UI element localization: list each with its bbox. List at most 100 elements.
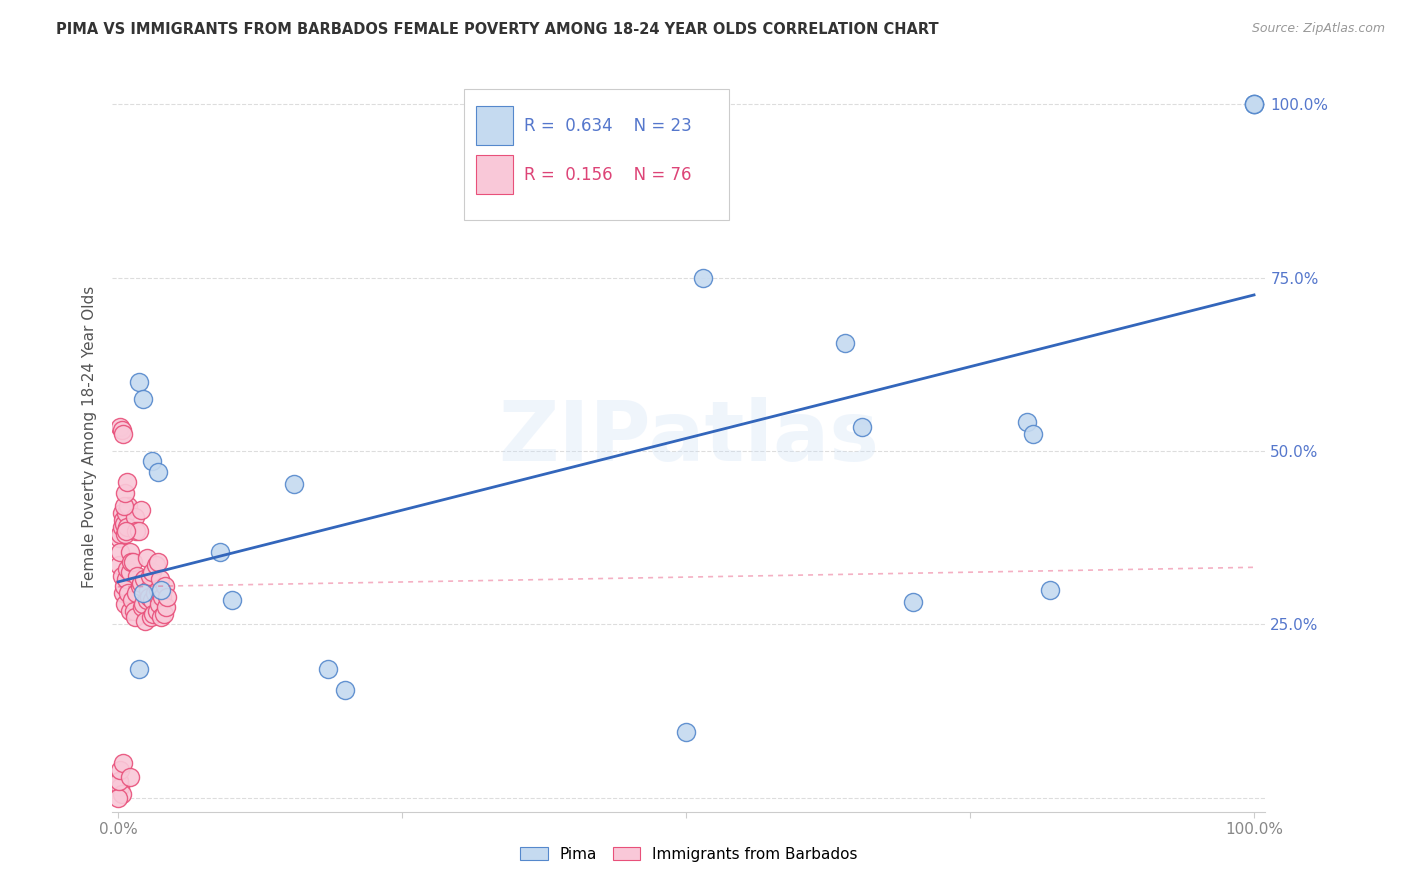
Point bbox=[692, 270, 714, 285]
Point bbox=[138, 590, 160, 604]
Point bbox=[118, 770, 141, 784]
Text: R =  0.156    N = 76: R = 0.156 N = 76 bbox=[524, 166, 692, 184]
Point bbox=[146, 555, 169, 569]
Text: Source: ZipAtlas.com: Source: ZipAtlas.com bbox=[1251, 22, 1385, 36]
Point bbox=[132, 392, 155, 406]
Point bbox=[117, 562, 139, 576]
Point bbox=[110, 569, 132, 583]
Point bbox=[1039, 582, 1062, 597]
Point bbox=[118, 566, 141, 580]
Point bbox=[129, 503, 152, 517]
Point bbox=[146, 582, 169, 597]
Point bbox=[114, 597, 136, 611]
Point bbox=[114, 527, 136, 541]
Point bbox=[122, 555, 145, 569]
Point bbox=[141, 454, 163, 468]
Point bbox=[117, 475, 139, 490]
Point bbox=[152, 607, 174, 621]
FancyBboxPatch shape bbox=[464, 88, 730, 219]
Point bbox=[1015, 415, 1038, 429]
Point bbox=[675, 725, 697, 739]
Point bbox=[152, 590, 174, 604]
Point bbox=[128, 375, 150, 389]
Point bbox=[107, 790, 129, 805]
Point bbox=[110, 788, 132, 802]
Point bbox=[110, 780, 132, 795]
Point bbox=[110, 423, 132, 437]
Point bbox=[110, 520, 132, 534]
Point bbox=[124, 610, 146, 624]
Point bbox=[128, 663, 150, 677]
Point bbox=[903, 595, 925, 609]
Point bbox=[108, 773, 131, 788]
Point bbox=[139, 569, 162, 583]
Point bbox=[146, 465, 169, 479]
Point bbox=[111, 426, 134, 441]
Point bbox=[108, 558, 131, 573]
Point bbox=[834, 336, 856, 351]
Point bbox=[111, 513, 134, 527]
Point bbox=[134, 614, 156, 628]
Point bbox=[112, 579, 135, 593]
Point bbox=[1021, 426, 1043, 441]
Point bbox=[115, 524, 138, 538]
Point bbox=[110, 763, 132, 777]
Point bbox=[148, 597, 170, 611]
Point bbox=[209, 544, 232, 558]
Point bbox=[115, 507, 138, 521]
Point bbox=[132, 586, 155, 600]
Point bbox=[135, 551, 157, 566]
Point bbox=[146, 603, 169, 617]
Point bbox=[117, 500, 139, 514]
Point bbox=[108, 773, 131, 788]
Point bbox=[110, 419, 132, 434]
Point bbox=[115, 572, 138, 586]
Point bbox=[120, 555, 142, 569]
FancyBboxPatch shape bbox=[475, 106, 513, 145]
Point bbox=[156, 590, 179, 604]
Point bbox=[118, 603, 141, 617]
Point bbox=[1243, 97, 1265, 112]
Point bbox=[110, 527, 132, 541]
Point bbox=[145, 558, 167, 573]
Point bbox=[150, 610, 173, 624]
Point bbox=[1243, 97, 1265, 112]
Point bbox=[124, 509, 146, 524]
Point bbox=[125, 586, 148, 600]
Point bbox=[125, 524, 148, 538]
Point bbox=[150, 582, 173, 597]
Legend: Pima, Immigrants from Barbados: Pima, Immigrants from Barbados bbox=[515, 840, 863, 868]
Point bbox=[153, 579, 176, 593]
Point bbox=[121, 593, 143, 607]
Point bbox=[110, 507, 132, 521]
Point bbox=[135, 593, 157, 607]
Point bbox=[111, 586, 134, 600]
Point bbox=[117, 520, 139, 534]
Point bbox=[283, 477, 305, 491]
FancyBboxPatch shape bbox=[475, 154, 513, 194]
Text: ZIPatlas: ZIPatlas bbox=[499, 397, 879, 477]
Point bbox=[141, 593, 163, 607]
Point bbox=[127, 569, 149, 583]
Point bbox=[316, 663, 339, 677]
Point bbox=[108, 531, 131, 545]
Point bbox=[149, 572, 172, 586]
Point bbox=[128, 579, 150, 593]
Point bbox=[112, 516, 135, 531]
Point bbox=[136, 582, 159, 597]
Point bbox=[1243, 97, 1265, 112]
Point bbox=[132, 597, 155, 611]
Point bbox=[111, 756, 134, 771]
Point bbox=[142, 607, 165, 621]
Point bbox=[155, 600, 177, 615]
Point bbox=[114, 485, 136, 500]
Text: R =  0.634    N = 23: R = 0.634 N = 23 bbox=[524, 117, 692, 135]
Text: PIMA VS IMMIGRANTS FROM BARBADOS FEMALE POVERTY AMONG 18-24 YEAR OLDS CORRELATIO: PIMA VS IMMIGRANTS FROM BARBADOS FEMALE … bbox=[56, 22, 939, 37]
Point bbox=[117, 586, 139, 600]
Point bbox=[221, 593, 243, 607]
Point bbox=[851, 419, 873, 434]
Point bbox=[141, 566, 163, 580]
Point bbox=[143, 586, 166, 600]
Point bbox=[335, 683, 357, 698]
Point bbox=[112, 500, 135, 514]
